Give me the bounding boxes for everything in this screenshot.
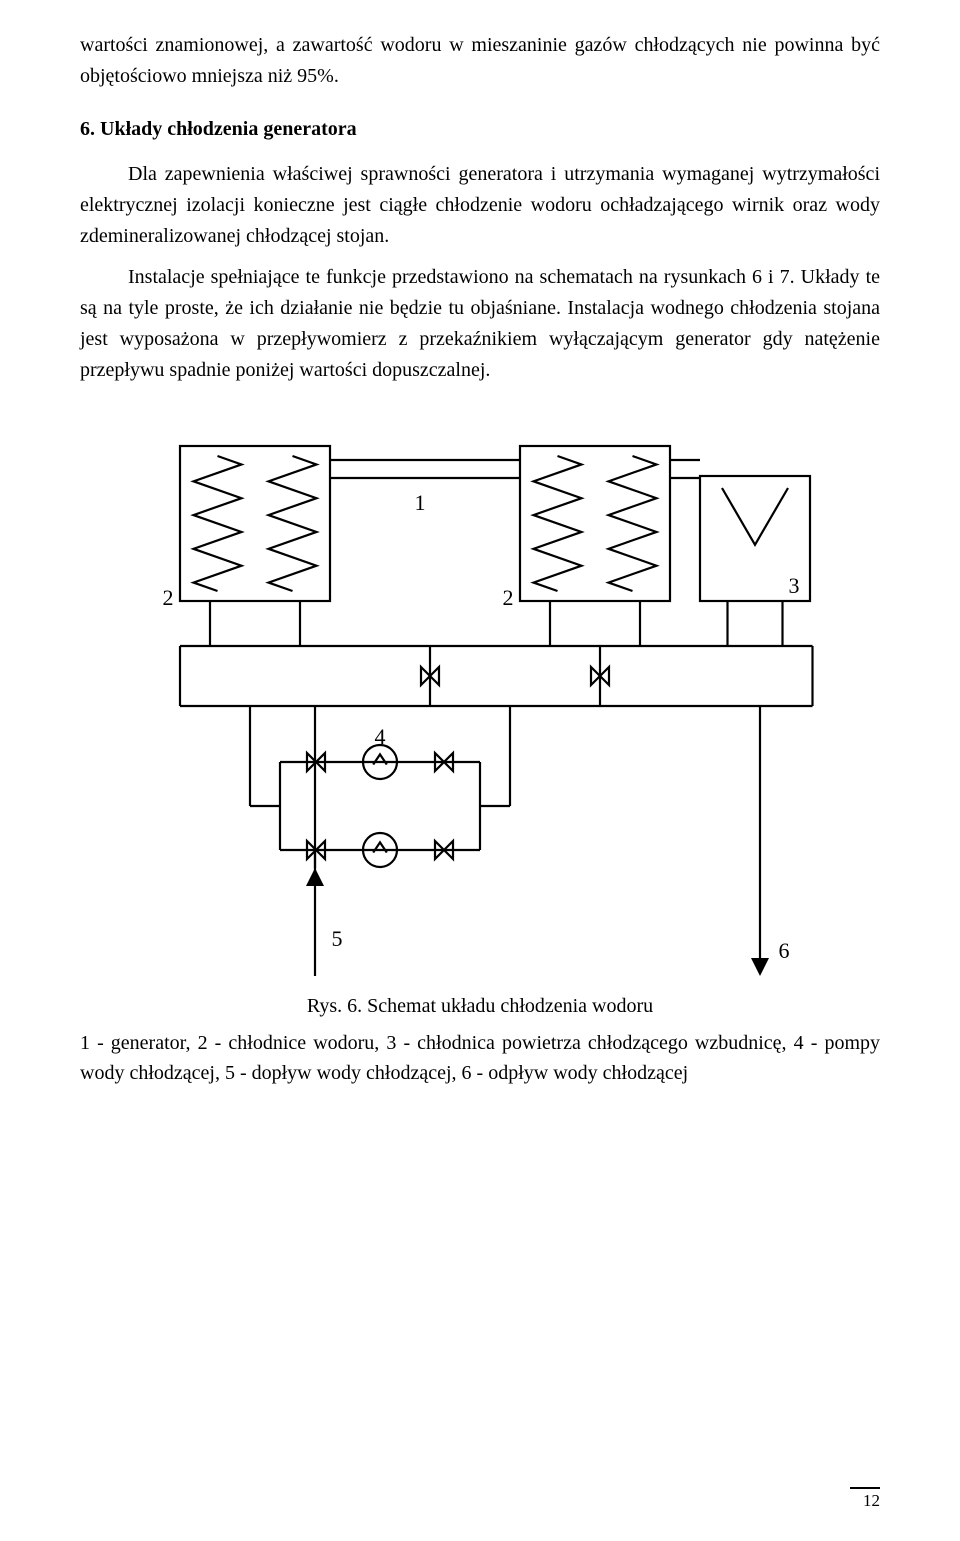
figure-caption: Rys. 6. Schemat układu chłodzenia wodoru (80, 991, 880, 1022)
lead-paragraph: wartości znamionowej, a zawartość wodoru… (80, 30, 880, 92)
figure-legend: 1 - generator, 2 - chłodnice wodoru, 3 -… (80, 1028, 880, 1088)
section-heading: 6. Układy chłodzenia generatora (80, 114, 880, 145)
body-p2: Instalacje spełniające te funkcje przeds… (80, 262, 880, 386)
body-p1: Dla zapewnienia właściwej sprawności gen… (80, 159, 880, 252)
figure: 2 2 1 3 4 5 6 (80, 416, 880, 981)
svg-text:5: 5 (332, 926, 343, 951)
schematic-diagram: 2 2 1 3 4 5 6 (120, 416, 840, 976)
svg-text:6: 6 (779, 938, 790, 963)
page: wartości znamionowej, a zawartość wodoru… (0, 0, 960, 1541)
svg-text:2: 2 (163, 585, 174, 610)
page-number: 12 (850, 1487, 880, 1511)
svg-text:2: 2 (503, 585, 514, 610)
svg-text:1: 1 (415, 490, 426, 515)
svg-text:4: 4 (375, 724, 386, 749)
svg-text:3: 3 (789, 573, 800, 598)
